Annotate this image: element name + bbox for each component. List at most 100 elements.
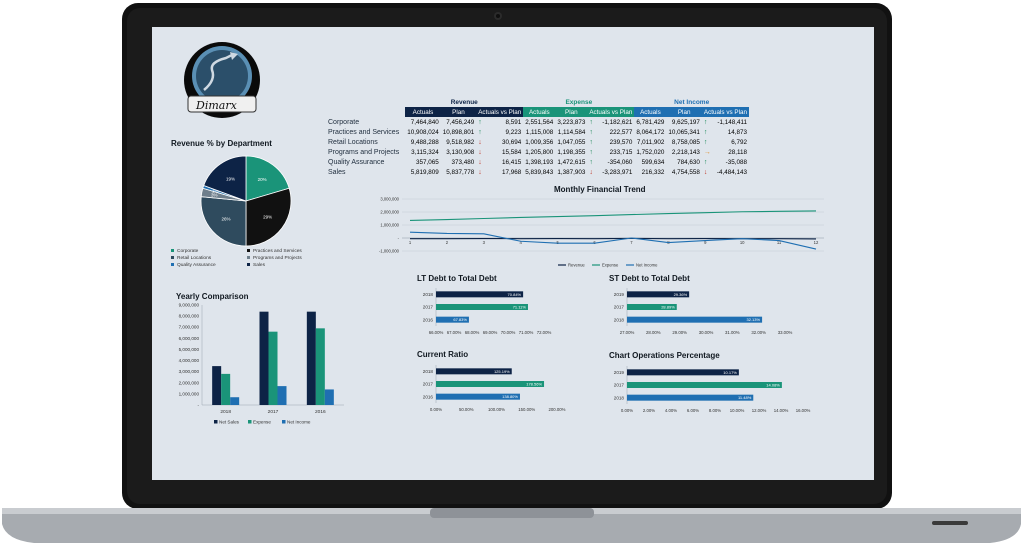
table-row: Practices and Services 10,908,024 10,898,8… [326,127,749,137]
legend-entry: Quality Assurance [171,263,216,268]
bar [627,394,754,401]
plan-cell: 1,198,355 [557,148,586,156]
bar-value-label: 125.19% [494,369,510,374]
table-row: Retail Locations 9,488,288 9,518,982 ↓ 30,69… [326,137,749,147]
actuals-cell: 1,205,800 [525,148,554,156]
variance-value: 30,694 [502,138,522,146]
y-tick-label: 4,000,000 [179,358,200,363]
arrow-up-icon: ↑ [703,138,708,146]
dash-marker: - [602,118,605,126]
legend-label: Net Income [287,419,311,424]
legend-swatch [247,249,250,253]
x-tick-label: 66.00% [429,330,444,335]
category-label: 2017 [423,382,434,387]
bar-value-label: 32.13% [747,317,761,322]
variance-cell: ↑ -354,060 [587,157,634,167]
x-tick-label: 4 [520,240,523,245]
variance-cell: ↓ 30,694 [476,137,523,147]
legend-swatch [171,263,174,267]
x-tick-label: 33.00% [778,330,793,335]
variance-cell: → 28,118 [702,147,749,157]
actuals-cell: 599,634 [641,158,665,166]
x-tick-label: 100.00% [488,407,505,412]
bar [306,311,316,405]
hbar-cr-title: Current Ratio [417,350,469,359]
pie-slice-label: 29% [263,215,272,220]
row-label: Sales [328,168,346,176]
header-plan: Plan [666,107,702,117]
bar-value-label: 11.48% [738,395,752,400]
x-tick-label: 28.00% [646,330,661,335]
financial-table: Revenue Expense Net Income Actuals Plan … [326,97,749,177]
dashboard-screen: Dimarx Revenue Expense Net Income Actual… [152,27,874,480]
bar [268,331,278,405]
group-expense: Expense [565,98,593,106]
header-actuals: Actuals [634,107,667,117]
pie-slice-label: 19% [226,176,235,181]
legend-swatch [282,420,286,424]
arrow-up-icon: ↑ [478,118,482,126]
x-tick-label: 6 [593,240,596,245]
variance-cell: ↑ 9,223 [476,127,523,137]
arrow-up-icon: ↑ [703,128,708,136]
series-line [409,210,817,221]
actuals-cell: 1,398,193 [525,158,554,166]
arrow-up-icon: ↑ [478,128,482,136]
plan-cell: 8,758,085 [671,138,700,146]
bar [627,304,677,310]
plan-cell: 10,898,801 [442,128,475,136]
y-tick-label: - [197,403,199,408]
x-tick-label: 5 [556,240,559,245]
bar-value-label: 28.89% [661,305,675,310]
variance-value: 3,283,971 [604,168,633,176]
table-corner [326,97,405,107]
header-actuals-vs-plan: Actuals vs Plan [587,107,635,117]
group-revenue: Revenue [450,98,478,106]
category-label: 2017 [423,305,434,310]
actuals-cell: 357,065 [415,158,439,166]
x-tick-label: 32.00% [751,330,766,335]
actuals-cell: 10,908,024 [407,128,439,136]
actuals-cell: 2,551,564 [525,118,554,126]
variance-value: 9,223 [505,128,522,136]
variance-cell: ↑ 6,792 [702,137,749,147]
legend-entry: Corporate [171,249,198,254]
variance-value: 6,792 [731,138,747,146]
y-tick-label: 3,000,000 [179,369,200,374]
legend-label: Corporate [177,249,199,254]
x-tick-label: 27.00% [620,330,635,335]
y-tick-label: 1,000,000 [179,391,200,396]
pie-slice-label: 1% [212,188,219,193]
x-tick-label: 2.00% [643,408,655,413]
header-actuals: Actuals [523,107,556,117]
x-tick-label: 150.00% [518,407,535,412]
bar [627,369,739,376]
dash-marker: - [717,118,720,126]
legend-swatch [248,420,252,424]
x-tick-label: 72.00% [537,330,552,335]
bar [315,328,325,405]
arrow-down-icon: ↓ [478,148,482,156]
arrow-up-icon: ↑ [589,118,593,126]
plan-cell: 1,047,055 [557,138,586,146]
dimarx-logo [184,42,260,118]
column-chart: - 1,000,000 2,000,000 3,000,000 4,000,000 5,0… [179,303,344,424]
dash-marker: - [725,158,728,166]
pie-slice [200,196,247,247]
y-tick-label: 3,000,000 [380,197,399,202]
actuals-cell: 6,781,429 [636,118,665,126]
bar [436,291,524,298]
legend-label: Expense [602,263,619,268]
arrow-down-icon: ↓ [478,138,482,146]
header-plan: Plan [440,107,477,117]
pie-slice-label: 20% [258,177,267,182]
hbar-current-ratio: 2018 125.19% 2017 178.56% 2016 138.80% 0.00% 50… [423,365,566,412]
x-tick-label: 16.00% [796,408,811,413]
x-tick-label: 11 [777,240,782,245]
x-tick-label: 2016 [315,409,326,415]
x-tick-label: 12 [814,240,819,245]
y-tick-label: -1,000,000 [379,249,400,254]
legend-label: Programs and Projects [253,256,302,261]
variance-value: 16,415 [502,158,522,166]
actuals-cell: 8,064,172 [636,128,665,136]
